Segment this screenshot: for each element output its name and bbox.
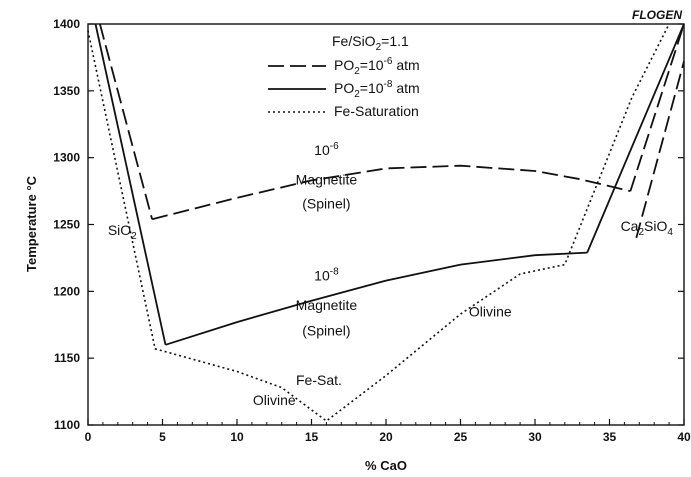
region-label: Magnetite <box>296 297 358 313</box>
x-tick-label: 5 <box>159 430 166 444</box>
y-tick-label: 1250 <box>53 218 80 232</box>
x-tick-label: 30 <box>528 430 542 444</box>
y-tick-label: 1350 <box>53 84 80 98</box>
region-label: Fe-Sat. <box>296 372 342 388</box>
x-tick-label: 0 <box>85 430 92 444</box>
legend-header: Fe/SiO2=1.1 <box>332 33 409 53</box>
dotted-series-line <box>87 23 670 422</box>
region-label: 10-8 <box>314 267 339 284</box>
y-tick-label: 1150 <box>54 351 80 365</box>
axis-ticks: 0 5 10 15 20 25 30 35 40 1100 1150 1200 1250 1300 1350… <box>53 17 691 444</box>
region-label: 10-6 <box>314 141 339 158</box>
region-label: Ca2SiO4 <box>621 218 674 238</box>
x-axis-label: % CaO <box>365 458 407 473</box>
y-tick-label: 1100 <box>54 418 80 432</box>
dashed-series-line <box>99 23 153 220</box>
annotations: 10-6 Magnetite (Spinel) 10-8 Magnetite (Spine… <box>108 141 674 408</box>
dashed-series-line <box>629 23 685 192</box>
watermark-label: FLOGEN <box>632 8 682 22</box>
region-label: (Spinel) <box>302 195 350 211</box>
series-lines <box>87 23 685 422</box>
y-tick-label: 1200 <box>53 284 80 298</box>
region-label: SiO2 <box>108 222 137 242</box>
region-label: Olivine <box>253 392 296 408</box>
x-tick-label: 25 <box>454 430 468 444</box>
dashed-series-line <box>635 61 685 239</box>
x-tick-label: 15 <box>305 430 319 444</box>
solid-series-line <box>586 23 685 253</box>
y-tick-label: 1300 <box>53 151 80 165</box>
legend-entry-label: PO2=10-6 atm <box>334 56 420 77</box>
plot-area-frame <box>87 23 685 426</box>
region-label: Magnetite <box>296 171 358 187</box>
y-tick-label: 1400 <box>53 17 80 31</box>
legend-entry-label: PO2=10-8 atm <box>334 79 420 100</box>
region-label: Olivine <box>469 304 512 320</box>
dashed-series-line <box>151 164 631 221</box>
x-tick-label: 35 <box>603 430 617 444</box>
y-axis-label: Temperature °C <box>24 175 39 272</box>
x-tick-label: 20 <box>379 430 393 444</box>
x-tick-label: 40 <box>677 430 691 444</box>
x-tick-label: 10 <box>230 430 244 444</box>
legend-entry-label: Fe-Saturation <box>334 103 419 119</box>
solid-series-line <box>94 23 167 345</box>
solid-series-line <box>165 251 588 346</box>
region-label: (Spinel) <box>302 322 350 338</box>
